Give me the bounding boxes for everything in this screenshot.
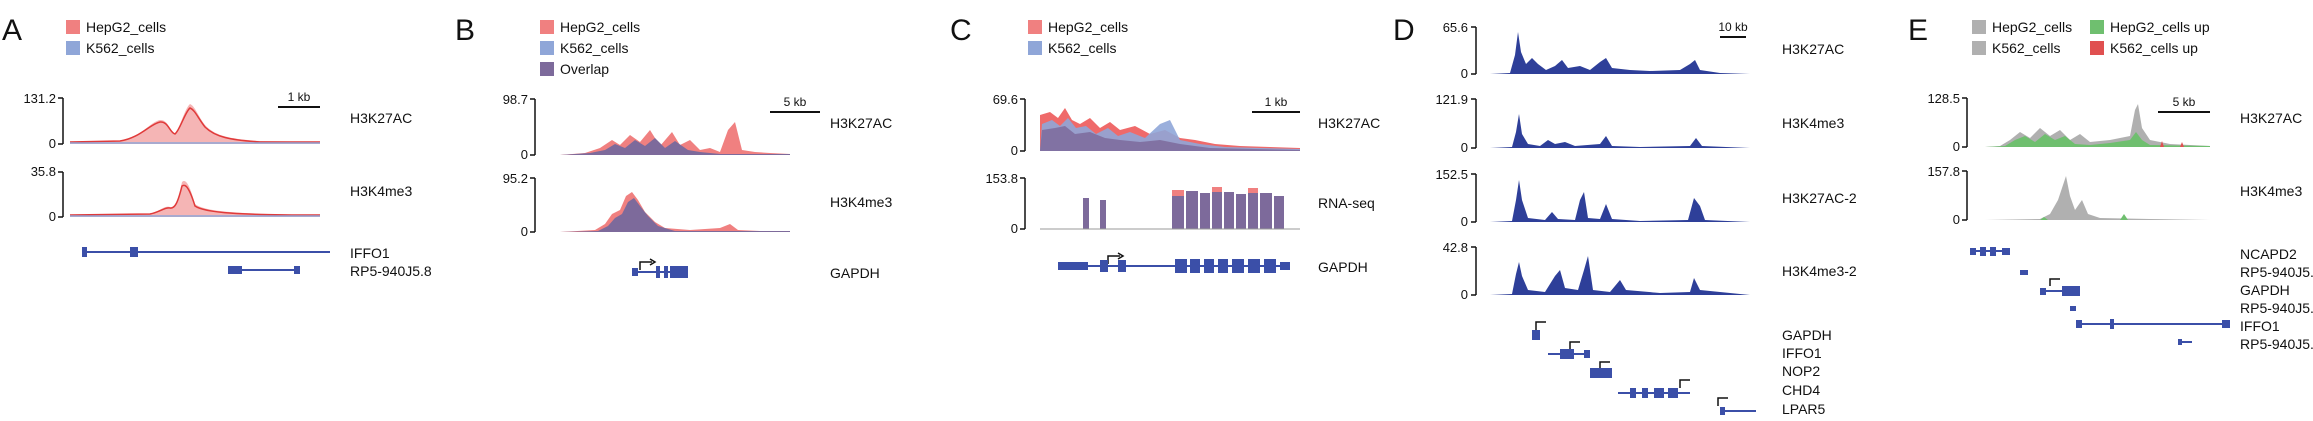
track-label: H3K4me3-2 <box>1782 263 1857 279</box>
legend-k562: K562_cells <box>86 40 155 56</box>
track-label: H3K4me3 <box>2240 183 2302 199</box>
gene-label: GAPDH <box>1782 327 1832 343</box>
gene-label: GAPDH <box>2240 282 2290 298</box>
track-min: 0 <box>521 224 528 239</box>
gene-label: IFFO1 <box>350 245 390 261</box>
panel-e: E HepG2_cells K562_cells HepG2_cells up … <box>1908 14 2313 352</box>
track-min: 0 <box>1461 66 1468 81</box>
panel-letter-c: C <box>950 14 972 47</box>
gene-label: LPAR5 <box>1782 401 1826 417</box>
track-max: 35.8 <box>31 164 56 179</box>
gene-models <box>1970 247 2230 345</box>
track-min: 0 <box>49 209 56 224</box>
gene-label: RP5-940J5.3 <box>2240 264 2313 280</box>
track-min: 0 <box>1953 212 1960 227</box>
track-max: 95.2 <box>503 171 528 186</box>
track-label: H3K27AC <box>1318 115 1380 131</box>
scale-bar-label: 5 kb <box>784 95 807 109</box>
scale-bar-label: 1 kb <box>288 90 311 104</box>
scale-bar-label: 5 kb <box>2173 95 2196 109</box>
track-min: 0 <box>1461 214 1468 229</box>
legend-hepg2: HepG2_cells <box>560 19 640 35</box>
panel-letter-d: D <box>1393 14 1415 47</box>
legend-hepg2: HepG2_cells <box>1048 19 1128 35</box>
gene-label: RP5-940J5.8 <box>2240 336 2313 352</box>
legend-hepg2: HepG2_cells <box>86 19 166 35</box>
legend-k562: K562_cells <box>560 40 629 56</box>
track-label: H3K27AC <box>2240 110 2302 126</box>
track-max: 65.6 <box>1443 20 1468 35</box>
scale-bar-label: 1 kb <box>1265 95 1288 109</box>
track-min: 0 <box>1011 221 1018 236</box>
gene-label: CHD4 <box>1782 382 1820 398</box>
panel-c: C HepG2_cells K562_cells 1 kb 69.6 0 H3K… <box>950 14 1380 275</box>
legend-swatch-hepg2 <box>66 20 80 34</box>
gene-label: RP5-940J5.9 <box>2240 300 2313 316</box>
track-label: H3K27AC-2 <box>1782 190 1857 206</box>
panel-d: D 10 kb 65.6 0 H3K27AC 121.9 0 H3K4me3 1… <box>1393 14 1857 417</box>
panel-b: B HepG2_cells K562_cells Overlap 5 kb 98… <box>455 14 892 281</box>
signal-hepg2 <box>70 104 320 144</box>
scale-bar-label: 10 kb <box>1718 20 1748 34</box>
legend-k562-up: K562_cells up <box>2110 40 2198 56</box>
track-min: 0 <box>521 147 528 162</box>
track-label: H3K4me3 <box>350 183 412 199</box>
track-min: 0 <box>49 136 56 151</box>
track-max: 157.8 <box>1927 164 1960 179</box>
track-max: 152.5 <box>1435 167 1468 182</box>
track-label: RNA-seq <box>1318 195 1375 211</box>
panel-letter-e: E <box>1908 14 1928 47</box>
track-label: H3K4me3 <box>830 194 892 210</box>
track-label: H3K4me3 <box>1782 115 1844 131</box>
track-min: 0 <box>1011 143 1018 158</box>
track-min: 0 <box>1953 139 1960 154</box>
track-max: 98.7 <box>503 92 528 107</box>
track-max: 128.5 <box>1927 91 1960 106</box>
gene-label: IFFO1 <box>1782 345 1822 361</box>
track-label: H3K27AC <box>350 110 412 126</box>
track-max: 131.2 <box>23 91 56 106</box>
legend-swatch-k562 <box>66 41 80 55</box>
legend-hepg2-up: HepG2_cells up <box>2110 19 2210 35</box>
track-max: 69.6 <box>993 92 1018 107</box>
gene-label: GAPDH <box>830 265 880 281</box>
panel-a: A HepG2_cells K562_cells 1 kb 131.2 0 H3… <box>2 14 432 279</box>
track-min: 0 <box>1461 287 1468 302</box>
gene-label: NCAPD2 <box>2240 246 2297 262</box>
legend-k562: K562_cells <box>1992 40 2061 56</box>
gene-label: NOP2 <box>1782 363 1820 379</box>
legend-overlap: Overlap <box>560 61 609 77</box>
gene-label: RP5-940J5.8 <box>350 263 432 279</box>
gene-label: IFFO1 <box>2240 318 2280 334</box>
track-max: 42.8 <box>1443 240 1468 255</box>
gene-models <box>1532 321 1756 415</box>
gene-label: GAPDH <box>1318 259 1368 275</box>
track-max: 153.8 <box>985 171 1018 186</box>
panel-letter-b: B <box>455 14 475 47</box>
panel-letter-a: A <box>2 14 22 47</box>
track-min: 0 <box>1461 140 1468 155</box>
rna-seq-blocks <box>1083 187 1284 229</box>
track-label: H3K27AC <box>830 115 892 131</box>
legend-k562: K562_cells <box>1048 40 1117 56</box>
track-max: 121.9 <box>1435 92 1468 107</box>
track-label: H3K27AC <box>1782 41 1844 57</box>
legend-hepg2: HepG2_cells <box>1992 19 2072 35</box>
